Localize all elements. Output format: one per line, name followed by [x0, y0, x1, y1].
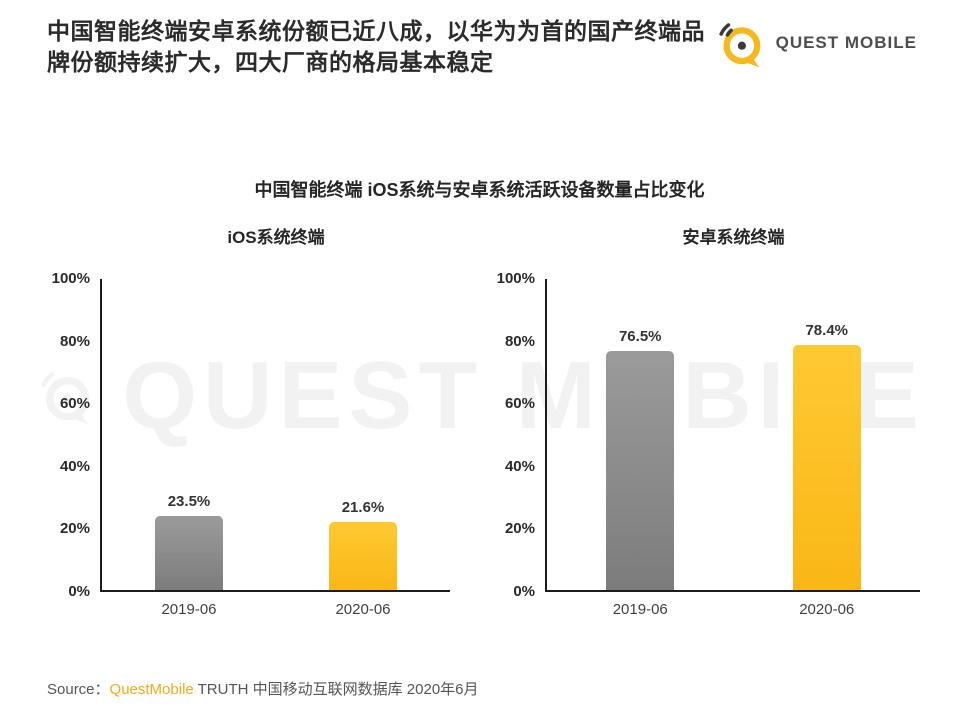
- plot-wrap: 100% 80% 60% 40% 20% 0% 76.5% 78.4%: [490, 270, 920, 600]
- y-tick-label: 40%: [59, 457, 90, 475]
- chart-title: 中国智能终端 iOS系统与安卓系统活跃设备数量占比变化: [254, 180, 705, 200]
- x-axis-labels: 2019-06 2020-06: [547, 601, 920, 618]
- y-tick-label: 40%: [504, 457, 535, 475]
- bar-value-label: 78.4%: [805, 321, 849, 339]
- bar-slot: 23.5%: [155, 279, 223, 590]
- y-tick-label: 0%: [513, 583, 535, 600]
- y-tick-label: 60%: [504, 395, 535, 413]
- bar-slot: 76.5%: [606, 279, 675, 590]
- bar-2019-06: [155, 516, 223, 590]
- plot-area-android: 76.5% 78.4%: [545, 279, 920, 592]
- x-axis-label: 2020-06: [335, 601, 391, 618]
- bar-2020-06: [792, 344, 861, 590]
- y-tick-label: 20%: [504, 520, 535, 538]
- x-axis-labels: 2019-06 2020-06: [102, 601, 450, 618]
- y-axis-labels: 100% 80% 60% 40% 20% 0%: [490, 270, 545, 600]
- bar-value-label: 21.6%: [341, 499, 385, 517]
- questmobile-logo: QUEST MOBILE: [714, 16, 917, 70]
- questmobile-logo-text: QUEST MOBILE: [775, 33, 917, 52]
- questmobile-logo-icon: [718, 23, 760, 68]
- x-axis-label: 2019-06: [612, 601, 668, 618]
- y-tick-label: 20%: [59, 520, 90, 538]
- y-tick-label: 60%: [59, 395, 90, 413]
- bar-slot: 21.6%: [329, 279, 397, 590]
- page-title-line1: 中国智能终端安卓系统份额已近八成，以华为为首的国产终端品: [47, 18, 705, 44]
- chart-subtitle-ios: iOS系统终端: [227, 228, 325, 247]
- bar-value-label: 23.5%: [167, 493, 211, 511]
- bar-2020-06: [329, 522, 397, 590]
- y-tick-label: 100%: [496, 270, 535, 287]
- source-brand: QuestMobile: [109, 681, 194, 698]
- x-axis-label: 2020-06: [799, 601, 855, 618]
- page-title: 中国智能终端安卓系统份额已近八成，以华为为首的国产终端品 牌份额持续扩大，四大厂…: [47, 16, 737, 78]
- y-tick-label: 100%: [51, 270, 90, 287]
- chart-subtitle-android: 安卓系统终端: [682, 228, 785, 247]
- plot-area-ios: 23.5% 21.6%: [100, 279, 450, 592]
- y-tick-label: 80%: [59, 332, 90, 350]
- y-axis-labels: 100% 80% 60% 40% 20% 0%: [45, 270, 100, 600]
- page-title-line2: 牌份额持续扩大，四大厂商的格局基本稳定: [47, 49, 494, 75]
- chart-panel-ios: iOS系统终端 100% 80% 60% 40% 20% 0% 23.5% 21.6% 20…: [45, 223, 450, 618]
- plot-wrap: 100% 80% 60% 40% 20% 0% 23.5% 21.6%: [45, 270, 450, 600]
- source-line: Source：QuestMobile TRUTH 中国移动互联网数据库 2020…: [47, 678, 479, 699]
- bar-2019-06: [606, 350, 675, 590]
- source-suffix: TRUTH 中国移动互联网数据库 2020年6月: [193, 681, 479, 698]
- x-axis-label: 2019-06: [161, 601, 217, 618]
- bar-value-label: 76.5%: [618, 327, 662, 345]
- y-tick-label: 80%: [504, 332, 535, 350]
- chart-panel-android: 安卓系统终端 100% 80% 60% 40% 20% 0% 76.5% 78.4% 201…: [490, 223, 920, 618]
- y-tick-label: 0%: [68, 583, 90, 600]
- source-prefix: Source：: [47, 681, 110, 698]
- bar-slot: 78.4%: [792, 279, 861, 590]
